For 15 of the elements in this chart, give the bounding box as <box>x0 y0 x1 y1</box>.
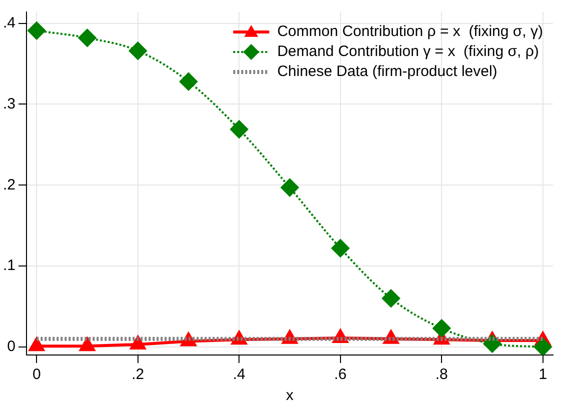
y-tick-label: 0 <box>7 338 16 356</box>
x-tick-label: 1 <box>538 366 548 384</box>
y-tick-label: .2 <box>2 176 16 194</box>
x-tick-label: .8 <box>435 366 448 384</box>
y-tick-label: .1 <box>2 257 16 274</box>
legend-label: Chinese Data (firm-product level) <box>277 63 498 80</box>
x-tick-label: 0 <box>32 366 41 384</box>
y-tick-label: .3 <box>2 95 16 112</box>
x-axis-title: x <box>286 387 294 404</box>
x-tick-label: .2 <box>132 366 144 384</box>
legend-label: Common Contribution ρ = x (fixing σ, γ) <box>277 23 544 40</box>
legend-label: Demand Contribution γ = x (fixing σ, ρ) <box>277 43 539 60</box>
x-tick-label: .4 <box>232 366 246 384</box>
y-tick-label: .4 <box>2 14 16 32</box>
x-tick-label: .6 <box>334 366 347 384</box>
